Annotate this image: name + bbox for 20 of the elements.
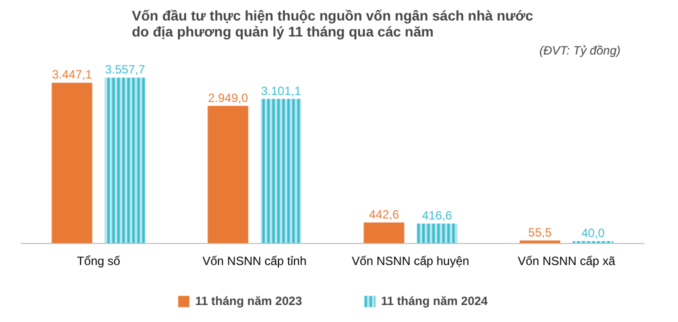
- bar: [520, 240, 560, 244]
- x-tick-label: Vốn NSNN cấp huyện: [352, 254, 470, 268]
- data-label: 3.447,1: [52, 68, 92, 82]
- data-label: 416,6: [422, 208, 452, 223]
- legend-label: 11 tháng năm 2023: [195, 294, 302, 308]
- data-label: 40,0: [581, 226, 606, 240]
- bar: [52, 82, 92, 244]
- data-label: 3.557,7: [105, 62, 146, 77]
- bar: [364, 222, 404, 244]
- data-label: 442,6: [368, 207, 400, 222]
- x-tick-label: Tổng số: [76, 254, 121, 268]
- legend-label: 11 tháng năm 2024: [381, 294, 488, 308]
- data-label: 2.949,0: [208, 90, 248, 105]
- bar: [208, 106, 248, 244]
- chart-title: Vốn đầu tư thực hiện thuộc nguồn vốn ngân sách nhà nước do địa phương quản lý 11 tháng qua các năm: [132, 8, 534, 40]
- x-tick-label: Vốn NSNN cấp xã: [518, 254, 616, 268]
- text: (ĐVT: Tỷ đồng): [539, 44, 621, 58]
- x-tick-label: Vốn NSNN cấp tỉnh: [202, 254, 307, 268]
- data-label: 3.101,1: [261, 84, 302, 98]
- data-label: 55,5: [528, 225, 552, 240]
